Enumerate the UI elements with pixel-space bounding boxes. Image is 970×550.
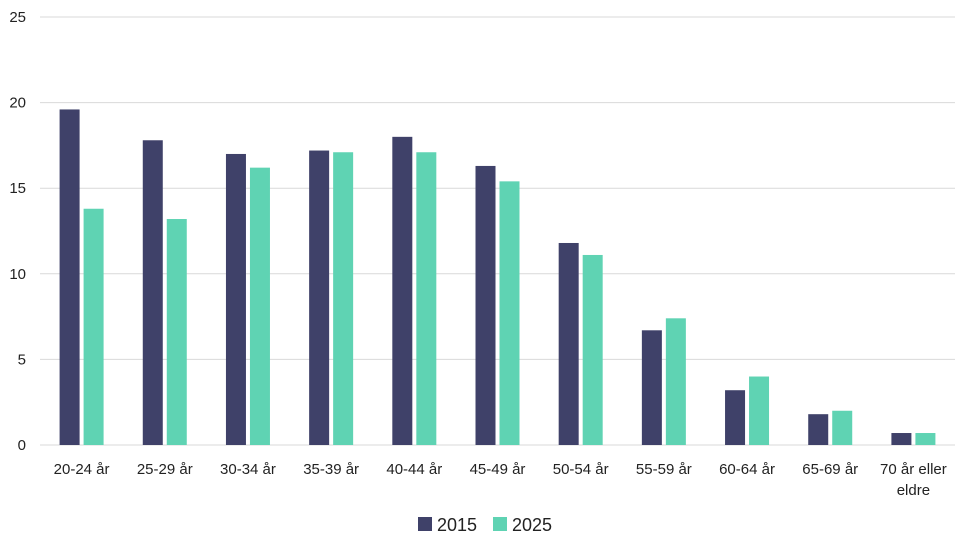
x-tick-label: 25-29 år	[137, 461, 193, 478]
bar-2025-11	[915, 433, 936, 445]
bar-2015-1	[59, 109, 80, 445]
bar-2015-4	[309, 150, 330, 445]
x-tick-label: 60-64 år	[719, 461, 775, 478]
bar-2025-4	[333, 152, 354, 446]
x-tick-label: 45-49 år	[470, 461, 526, 478]
bar-2015-2	[142, 140, 163, 446]
bar-2025-6	[499, 181, 520, 446]
x-tick-label: 35-39 år	[303, 461, 359, 478]
legend-label-2015: 2015	[437, 515, 477, 535]
grid	[40, 16, 955, 446]
y-tick-label: 10	[9, 266, 26, 283]
bar-2015-9	[725, 390, 746, 445]
x-tick-label: 40-44 år	[386, 461, 442, 478]
x-tick-label: 55-59 år	[636, 461, 692, 478]
x-tick-label: 70 år eller eldre	[880, 461, 947, 499]
legend-swatch-2015	[418, 517, 432, 531]
bars	[59, 109, 936, 446]
bar-2015-5	[392, 136, 413, 445]
y-tick-label: 25	[9, 9, 26, 26]
bar-2025-1	[83, 208, 104, 445]
bar-2015-8	[641, 330, 662, 445]
legend-swatch-2025	[493, 517, 507, 531]
bar-2015-10	[808, 414, 829, 445]
y-tick-label: 0	[18, 437, 26, 454]
bar-2025-2	[166, 219, 187, 445]
legend-label-2025: 2025	[512, 515, 552, 535]
bar-2015-7	[558, 242, 579, 445]
x-tick-label: 20-24 år	[54, 461, 110, 478]
y-tick-label: 20	[9, 95, 26, 112]
bar-2025-7	[582, 254, 603, 445]
bar-2025-5	[416, 152, 437, 446]
x-tick-label: 65-69 år	[802, 461, 858, 478]
bar-2015-6	[475, 165, 496, 445]
bar-2015-11	[891, 433, 912, 445]
y-axis: 0 5 10 15 20 25	[9, 9, 26, 454]
x-tick-label: 30-34 år	[220, 461, 276, 478]
y-tick-label: 5	[18, 351, 26, 368]
y-tick-label: 15	[9, 180, 26, 197]
bar-2025-3	[249, 167, 270, 445]
bar-2025-8	[665, 318, 686, 445]
x-axis: 20-24 år 25-29 år 30-34 år 35-39 år 40-44 år…	[54, 461, 947, 499]
bar-2025-10	[832, 410, 853, 445]
x-tick-label: 50-54 år	[553, 461, 609, 478]
legend: 2015 2025	[418, 515, 552, 535]
bar-2015-3	[225, 153, 246, 445]
bar-2025-9	[749, 376, 770, 445]
